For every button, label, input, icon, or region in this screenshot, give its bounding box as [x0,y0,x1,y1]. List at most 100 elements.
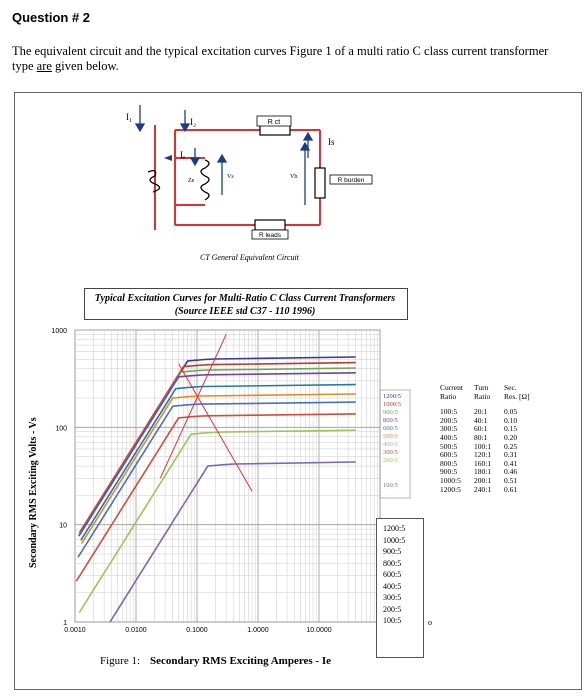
chart-ticks: 0.0010 0.0100 0.1000 1.0000 10.0000 1000 100 10… [51,328,331,634]
i2-label: I₂ [190,117,196,127]
i1-arrowhead-icon [134,123,146,133]
inline-series-label: 1200:5 [383,393,401,400]
series-line [75,413,356,582]
series-line [109,461,356,623]
table-header-row: Current Turn Sec. [440,383,532,393]
inline-series-label: 400:5 [383,441,398,448]
inline-series-label: 200:5 [383,457,398,464]
vs-label: Vs [227,174,234,180]
table-cell: 80:1 [474,432,488,442]
table-header-cell: Ratio [474,391,491,401]
table-row: 900:5 180:1 0.46 [440,468,532,477]
question-body-pre: The equivalent circuit and the typical e… [12,44,549,73]
knee-line-rising [159,334,227,479]
question-body-post: given below. [51,59,119,73]
figure-caption: Figure 1: Secondary RMS Exciting Amperes … [100,655,331,667]
table-cell: 0.61 [504,484,518,494]
table-cell: 800:5 [440,458,458,468]
table-header-cell: Res. [Ω] [504,391,530,401]
magnetizing-coil-icon [200,159,210,201]
series-line [80,383,356,541]
table-header-cell: Ratio [440,391,457,401]
question-title: Question # 2 [12,10,91,25]
table-cell: 0.25 [504,441,518,451]
figure-caption-title: Secondary RMS Exciting Amperes - Ie [150,655,332,667]
table-cell: 400:5 [440,432,458,442]
circuit-caption: CT General Equivalent Circuit [200,253,299,262]
table-cell: 0.46 [504,467,518,477]
chart-header-line2: (Source IEEE std C37 - 110 1996) [174,306,316,317]
series-line [78,429,356,614]
vb-label: Vb [290,174,297,180]
series-line [77,401,356,558]
table-cell: 0.20 [504,432,518,442]
table-cell: 1200:5 [440,484,461,494]
vs-arrowhead-icon [216,153,228,163]
series-line [78,372,356,537]
legend-ratio-item: 800:5 [383,558,402,568]
legend-ratio-item: 400:5 [383,581,402,591]
inline-series-label: 300:5 [383,449,398,456]
table-cell: 0.31 [504,450,518,460]
inline-series-label: 100:5 [383,482,398,489]
equivalent-circuit-diagram: R ct R leads R burden I₁ I₂ Iₑ Is Ze Vs … [126,105,373,240]
series-line [80,393,356,545]
table-cell: 100:5 [440,407,458,417]
table-cell: 100:1 [474,441,492,451]
chart-curves [75,334,356,623]
chart-header: Typical Excitation Curves for Multi-Rati… [90,292,400,318]
stray-label: o [428,618,432,627]
table-cell: 160:1 [474,458,492,468]
i1-label: I₁ [126,112,132,122]
ie-left-arrow-icon [164,155,172,161]
table-cell: 20:1 [474,407,488,417]
y-tick-label: 1000 [51,328,67,335]
y-tick-label: 100 [55,425,67,432]
table-header-row: Ratio Ratio Res. [Ω] [440,391,532,402]
figure-caption-prefix: Figure 1: [100,655,141,667]
table-cell: 40:1 [474,415,488,425]
x-tick-label: 0.0010 [64,627,86,634]
y-tick-label: 10 [59,523,67,530]
rburden-label: R burden [338,177,365,184]
inline-series-label: 900:5 [383,409,398,416]
rct-label: R ct [268,119,281,126]
ratio-legend-box: 1200:5 1000:5 900:5 800:5 600:5 400:5 300:5 200… [376,518,424,658]
rleads-label: R leads [259,232,282,239]
table-cell: 900:5 [440,467,458,477]
primary-coil-icon [147,170,161,193]
chart-header-box [84,288,408,320]
vb-arrowhead-icon [299,141,311,151]
table-header-cell: Current [440,383,463,392]
plot-area [74,329,381,623]
table-cell: 500:5 [440,441,458,451]
x-tick-label: 0.1000 [186,627,208,634]
table-cell: 180:1 [474,467,492,477]
y-tick-label: 1 [63,620,67,627]
inline-label-box [379,389,411,499]
series-line [78,361,356,534]
ratio-table: Current Turn Sec. Ratio Ratio Res. [Ω] 100:5 20… [440,383,532,495]
knee-line-falling [178,363,253,492]
chart-header-line1: Typical Excitation Curves for Multi-Rati… [94,293,396,304]
table-cell: 300:5 [440,424,458,434]
ze-label: Ze [188,178,195,184]
table-cell: 0.15 [504,424,518,434]
table-cell: 240:1 [474,484,492,494]
inline-series-label: 600:5 [383,425,398,432]
rburden-label-box [329,174,373,185]
table-cell: 120:1 [474,450,492,460]
inline-series-label: 500:5 [383,433,398,440]
table-cell: 200:1 [474,475,492,485]
table-row: 100:5 20:1 0.05 [440,408,532,417]
legend-ratio-item: 200:5 [383,604,402,614]
legend-ratio-item: 1000:5 [383,535,406,545]
table-cell: 0.10 [504,415,518,425]
table-row: 1200:5 240:1 0.61 [440,484,532,495]
i2-arrowhead-icon [179,123,191,133]
inline-series-label: 800:5 [383,417,398,424]
x-tick-label: 10.0000 [306,627,331,634]
chart-inline-labels: 1200:51000:5900:5800:5600:5500:5400:5300… [379,389,411,499]
table-cell: 1000:5 [440,475,461,485]
